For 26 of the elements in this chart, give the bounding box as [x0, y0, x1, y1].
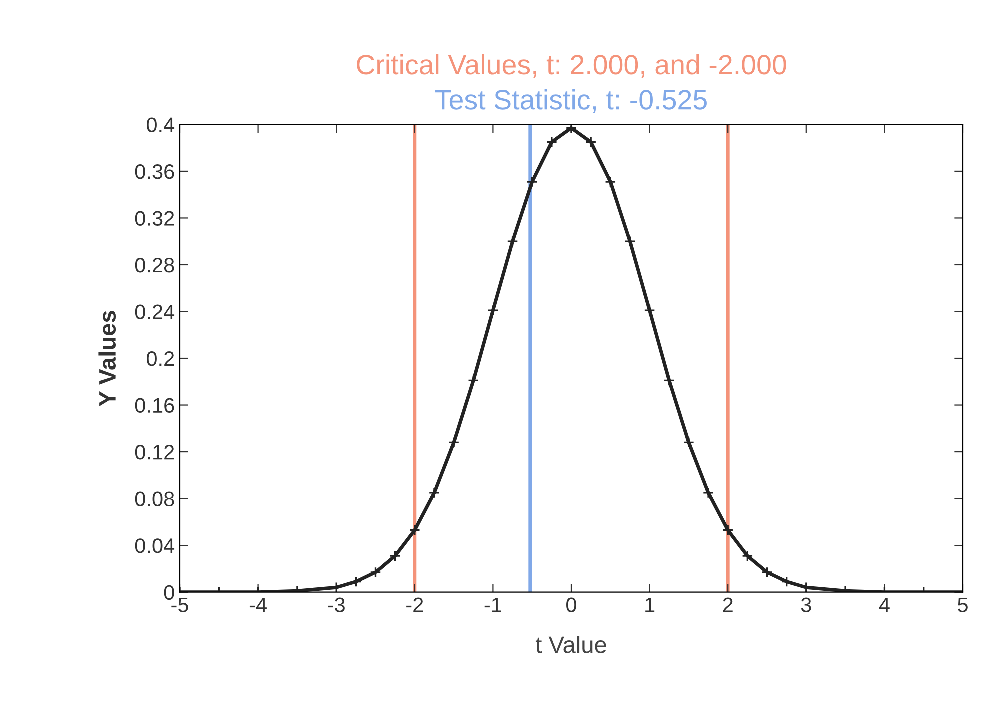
- y-tick-label: 0.28: [135, 258, 174, 273]
- y-tick-label: 0.04: [135, 538, 175, 554]
- x-tick-label: -3: [328, 598, 345, 612]
- ref-line-label: Critical Values, t: 2.000, and -2.000: [357, 54, 786, 78]
- x-tick-label: 0: [566, 598, 576, 612]
- x-tick-label: 1: [646, 598, 655, 612]
- x-tick-label: 3: [801, 598, 812, 612]
- y-tick-label: 0.36: [135, 164, 174, 180]
- x-tick-label: 5: [958, 598, 968, 612]
- y-axis-title: Y Values: [98, 311, 116, 406]
- y-tick-label: 0.4: [146, 118, 175, 132]
- x-tick-label: -4: [250, 598, 267, 612]
- y-tick-label: 0.16: [135, 398, 174, 414]
- y-tick-label: 0.12: [135, 445, 174, 460]
- x-axis-title: t Value: [536, 636, 606, 654]
- ref-line-label: Test Statistic, t: -0.525: [436, 89, 707, 114]
- y-tick-label: 0.32: [135, 211, 174, 226]
- y-tick-label: 0.2: [146, 352, 174, 366]
- y-tick-label: 0.08: [135, 492, 174, 507]
- y-tick-label: 0: [164, 585, 174, 600]
- x-tick-label: 4: [879, 598, 890, 612]
- y-tick-label: 0.24: [135, 304, 175, 320]
- x-tick-label: 2: [723, 598, 733, 612]
- x-tick-label: -1: [484, 598, 502, 612]
- x-tick-label: -2: [406, 598, 424, 612]
- x-tick-label: -5: [172, 598, 188, 612]
